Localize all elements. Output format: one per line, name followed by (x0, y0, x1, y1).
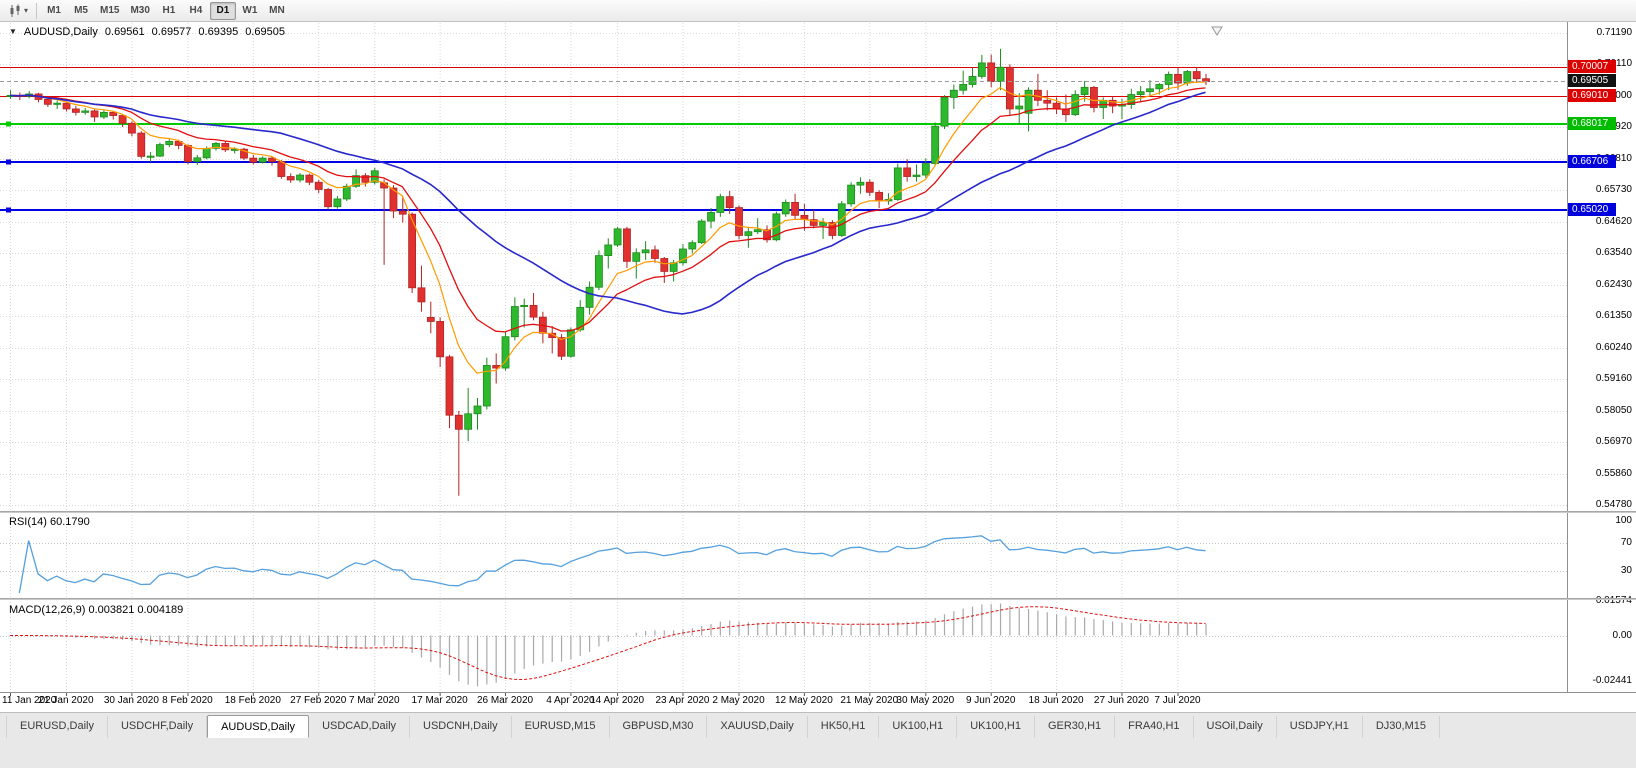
price-axis-label: 0.64620 (1595, 215, 1632, 227)
chart-tab-gbpusd-m30[interactable]: GBPUSD,M30 (610, 716, 708, 738)
price-axis-label: 0.60240 (1595, 341, 1632, 353)
panel-splitter[interactable] (0, 511, 1636, 513)
chart-tab-uk100-h1[interactable]: UK100,H1 (957, 716, 1035, 738)
chart-window[interactable] (0, 22, 1636, 712)
ohlc-close: 0.69505 (245, 26, 285, 38)
rsi-axis-label: 70 (1620, 536, 1632, 548)
price-tag: 0.68017 (1568, 117, 1616, 131)
date-axis-label: 12 May 2020 (774, 695, 833, 706)
price-axis-label: 0.55860 (1595, 467, 1632, 479)
timeframe-button-d1[interactable]: D1 (209, 1, 236, 20)
rsi-axis-label: 30 (1620, 565, 1632, 577)
ohlc-low: 0.69395 (198, 26, 239, 38)
chart-tab-uk100-h1[interactable]: UK100,H1 (879, 716, 958, 738)
date-axis-label: 14 Apr 2020 (590, 695, 645, 706)
price-tag: 0.66706 (1568, 154, 1616, 168)
chart-tab-xauusd-daily[interactable]: XAUUSD,Daily (707, 716, 808, 738)
candlestick-chart-icon (10, 4, 20, 17)
chart-symbol: AUDUSD,Daily (23, 26, 98, 38)
macd-axis-label: 0.00 (1612, 629, 1632, 641)
chart-tab-usoil-daily[interactable]: USOil,Daily (1194, 716, 1277, 738)
price-axis-label: 0.62430 (1595, 278, 1632, 290)
date-axis-label: 18 Jun 2020 (1028, 695, 1084, 706)
date-axis-label: 18 Feb 2020 (224, 695, 281, 706)
date-axis-label: 23 Apr 2020 (655, 695, 710, 706)
price-axis-label: 0.56970 (1595, 435, 1632, 447)
chart-tab-hk50-h1[interactable]: HK50,H1 (808, 716, 880, 738)
price-tag: 0.69010 (1568, 88, 1616, 102)
chart-tab-usdchf-daily[interactable]: USDCHF,Daily (108, 716, 208, 738)
price-axis-label: 0.61350 (1595, 309, 1632, 321)
chevron-down-icon: ▾ (24, 5, 29, 15)
timeframe-button-w1[interactable]: W1 (242, 5, 258, 16)
timeframe-button-m15[interactable]: M15 (100, 5, 120, 16)
chart-tab-eurusd-m15[interactable]: EURUSD,M15 (512, 716, 610, 738)
top-toolbar: ▾ M1 M5 M15 M30 H1 H4 D1 W1 MN (0, 0, 1636, 22)
price-tag: 0.70007 (1568, 60, 1616, 74)
toolbar-separator (36, 2, 38, 19)
chart-tabs: EURUSD,Daily USDCHF,Daily AUDUSD,Daily USDC… (6, 715, 1636, 738)
chart-tab-audusd-daily[interactable]: AUDUSD,Daily (207, 715, 310, 738)
panel-splitter[interactable] (0, 598, 1636, 600)
timeframe-button-m30[interactable]: M30 (130, 5, 150, 16)
date-axis-label: 8 Feb 2020 (162, 695, 213, 706)
price-tag: 0.69505 (1568, 74, 1616, 88)
date-axis-label: 7 Mar 2020 (348, 695, 400, 706)
date-axis-label: 11 Jan 2020 (2, 695, 57, 706)
chart-title: ▼ AUDUSD,Daily 0.69561 0.69577 0.69395 0… (9, 26, 285, 38)
timeframe-button-m5[interactable]: M5 (74, 5, 88, 16)
date-axis-label: 27 Jun 2020 (1093, 695, 1149, 706)
date-axis-label: 21 May 2020 (840, 695, 899, 706)
price-axis-label: 0.54780 (1595, 498, 1632, 510)
macd-axis-label: 0.01574 (1595, 595, 1632, 606)
date-axis-label: 17 Mar 2020 (411, 695, 468, 706)
date-axis-label: 9 Jun 2020 (965, 695, 1016, 706)
macd-indicator-label: MACD(12,26,9) 0.003821 0.004189 (9, 604, 184, 616)
timeframe-button-h1[interactable]: H1 (162, 5, 176, 16)
chart-tabs-bar: EURUSD,Daily USDCHF,Daily AUDUSD,Daily USDC… (0, 712, 1636, 768)
time-axis-line (0, 692, 1636, 693)
price-axis-label: 0.63540 (1595, 247, 1632, 258)
timeframe-button-h4[interactable]: H4 (189, 5, 203, 16)
price-axis-label: 0.71190 (1596, 27, 1632, 38)
chart-marker-icon: ▼ (9, 27, 17, 36)
chart-tab-usdcad-daily[interactable]: USDCAD,Daily (309, 716, 411, 738)
date-axis-label: 27 Feb 2020 (290, 695, 347, 706)
ohlc-high: 0.69577 (151, 26, 192, 38)
ohlc-open: 0.69561 (104, 26, 145, 38)
date-axis-label: 30 Jan 2020 (103, 695, 159, 706)
price-axis-label: 0.58050 (1595, 404, 1632, 416)
chart-tab-usdcnh-daily[interactable]: USDCNH,Daily (410, 716, 512, 738)
price-axis-separator (1567, 22, 1568, 692)
date-axis-label: 7 Jul 2020 (1154, 695, 1201, 706)
date-axis-label: 2 May 2020 (712, 695, 765, 706)
chart-tab-eurusd-daily[interactable]: EURUSD,Daily (6, 716, 108, 738)
date-axis-label: 30 May 2020 (896, 695, 955, 706)
timeframe-buttons: M1 M5 M15 M30 H1 H4 D1 W1 MN (41, 1, 290, 20)
chart-tab-usdjpy-h1[interactable]: USDJPY,H1 (1277, 716, 1363, 738)
date-axis-label: 26 Mar 2020 (476, 695, 534, 706)
rsi-axis-label: 100 (1615, 515, 1632, 526)
date-axis-label: 4 Apr 2020 (546, 695, 595, 706)
price-axis-label: 0.65730 (1595, 184, 1632, 196)
price-tag: 0.65020 (1568, 203, 1616, 217)
chart-tab-dj30-m15[interactable]: DJ30,M15 (1363, 716, 1440, 738)
macd-axis-label: -0.02441 (1592, 675, 1632, 686)
chart-tab-ger30-h1[interactable]: GER30,H1 (1035, 716, 1116, 738)
rsi-indicator-label: RSI(14) 60.1790 (9, 516, 90, 528)
date-axis-label: 21 Jan 2020 (38, 695, 94, 706)
chart-tab-fra40-h1[interactable]: FRA40,H1 (1115, 716, 1194, 738)
timeframe-button-m1[interactable]: M1 (47, 5, 61, 16)
chart-type-button[interactable]: ▾ (4, 2, 32, 20)
timeframe-button-mn[interactable]: MN (269, 5, 285, 16)
price-axis-label: 0.59160 (1595, 372, 1632, 384)
